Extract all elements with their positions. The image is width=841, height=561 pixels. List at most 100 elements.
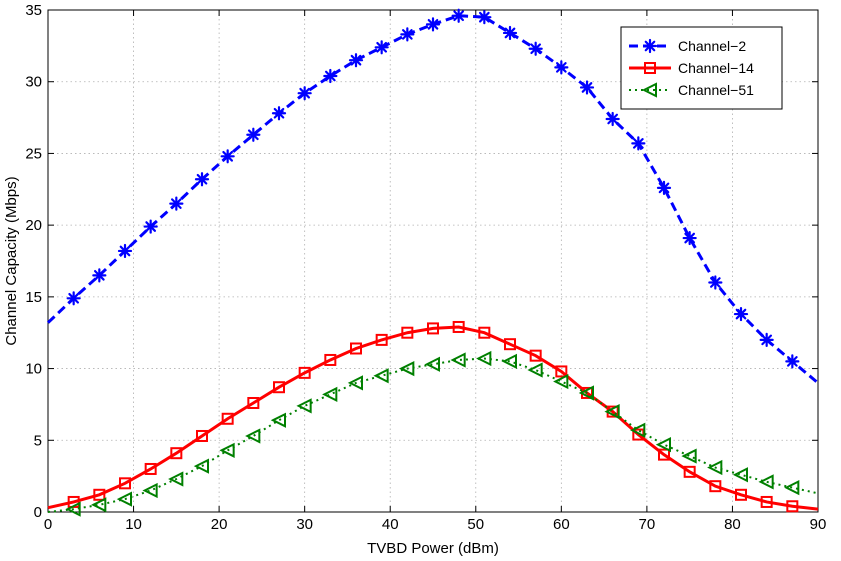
data-point <box>375 333 388 346</box>
data-point <box>502 25 518 41</box>
tick-labels: 0 10 20 30 40 50 60 70 80 90 0 5 10 15 20 25 30 35 <box>25 2 826 533</box>
data-point <box>245 428 261 444</box>
legend-marker <box>642 38 658 54</box>
data-point <box>786 500 799 513</box>
data-point <box>785 354 800 369</box>
data-point <box>297 86 312 101</box>
x-tick-label: 10 <box>125 516 142 533</box>
series-line <box>47 357 819 513</box>
data-point <box>219 442 235 458</box>
data-point <box>708 275 723 290</box>
data-point <box>630 422 646 438</box>
data-point <box>759 332 774 347</box>
data-point <box>528 41 543 56</box>
data-point <box>658 448 670 461</box>
data-point <box>553 373 569 390</box>
data-point <box>170 447 183 460</box>
data-point <box>529 349 542 362</box>
y-tick-label: 25 <box>25 145 42 162</box>
data-point <box>322 386 338 403</box>
x-tick-label: 70 <box>639 516 656 533</box>
data-point <box>298 366 311 379</box>
data-point <box>504 338 516 351</box>
x-axis-label: TVBD Power (dBm) <box>367 540 499 557</box>
data-point <box>478 326 491 339</box>
data-point <box>501 353 517 370</box>
data-point <box>733 306 749 322</box>
data-point <box>273 381 285 394</box>
legend: Channel−2 Channel−14 Channel−51 <box>620 26 783 110</box>
data-point <box>373 368 389 384</box>
data-point <box>350 342 362 355</box>
data-point <box>758 474 774 490</box>
data-point <box>66 291 81 306</box>
legend-box <box>620 26 783 110</box>
data-point <box>427 322 439 335</box>
y-axis-label: Channel Capacity (Mbps) <box>3 176 20 345</box>
data-point <box>116 491 132 507</box>
data-point <box>682 230 697 246</box>
data-point <box>450 352 466 368</box>
x-tick-label: 50 <box>467 516 484 533</box>
data-point <box>709 480 722 493</box>
x-tick-label: 80 <box>724 516 741 533</box>
data-point <box>92 268 107 283</box>
data-point <box>169 196 184 211</box>
y-tick-label: 35 <box>25 2 42 19</box>
data-point <box>246 127 261 142</box>
data-point <box>604 403 620 420</box>
x-tick-label: 0 <box>44 516 52 533</box>
data-point <box>196 429 208 442</box>
legend-marker <box>644 62 656 74</box>
data-point <box>399 360 415 377</box>
data-point <box>578 385 594 401</box>
y-tick-label: 10 <box>25 361 42 378</box>
legend-label: Channel−2 <box>678 38 746 54</box>
data-point <box>117 243 133 259</box>
data-point <box>323 68 338 84</box>
data-point <box>579 80 595 95</box>
data-point <box>296 398 312 414</box>
data-point <box>271 106 287 121</box>
data-point <box>91 497 107 513</box>
y-tick-label: 20 <box>25 217 42 234</box>
data-point <box>247 396 260 409</box>
series-line <box>47 325 819 511</box>
x-tick-label: 20 <box>211 516 228 533</box>
axis-ticks <box>47 9 819 513</box>
legend-entry: Channel−51 <box>629 82 754 98</box>
legend-entry: Channel−2 <box>629 38 746 54</box>
series-2 <box>47 320 819 513</box>
y-tick-label: 15 <box>25 289 42 306</box>
data-point <box>119 477 131 490</box>
plot-frame <box>47 9 819 513</box>
data-point <box>93 488 106 501</box>
data-point <box>348 53 364 68</box>
x-tick-label: 90 <box>810 516 827 533</box>
data-point <box>527 362 543 378</box>
data-point <box>631 136 646 151</box>
data-point <box>425 17 441 32</box>
data-point <box>143 219 158 234</box>
legend-label: Channel−14 <box>678 60 754 76</box>
data-point <box>400 27 415 42</box>
legend-entry: Channel−14 <box>629 60 754 76</box>
data-point <box>452 320 465 333</box>
data-point <box>270 412 286 428</box>
data-point <box>65 501 81 517</box>
data-point <box>784 479 800 496</box>
x-tick-label: 30 <box>296 516 313 533</box>
data-point <box>732 467 748 483</box>
data-point <box>144 462 157 475</box>
data-point <box>655 436 671 453</box>
data-point <box>424 356 440 372</box>
legend-marker <box>641 82 657 98</box>
y-tick-label: 30 <box>25 74 42 91</box>
data-point <box>194 172 210 187</box>
data-point <box>451 8 466 23</box>
data-point <box>168 471 184 487</box>
data-point <box>221 412 234 425</box>
data-point <box>374 40 389 55</box>
data-point <box>324 353 337 366</box>
